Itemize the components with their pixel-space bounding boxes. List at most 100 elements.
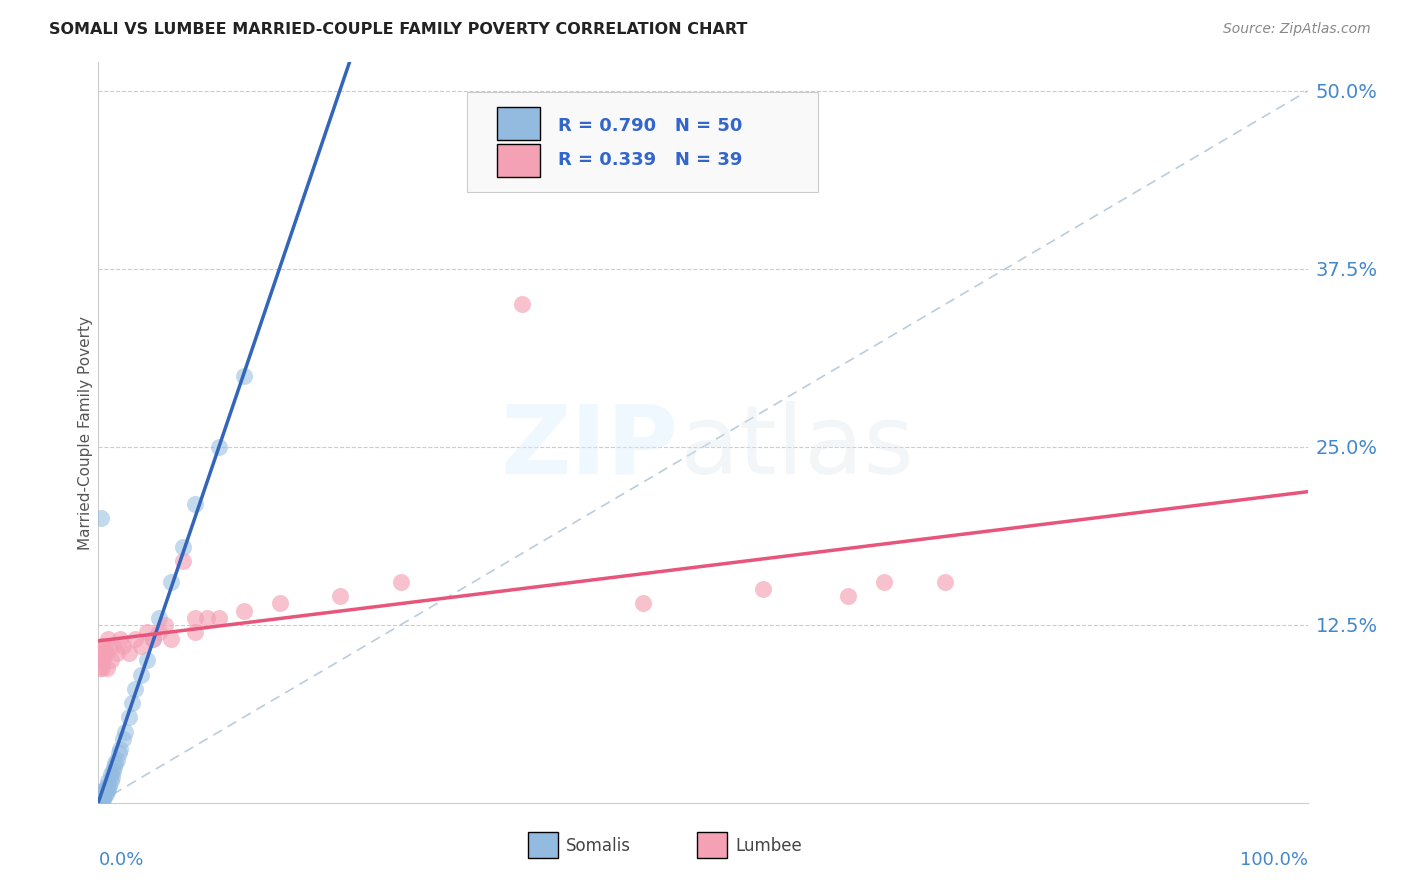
Point [184, 497, 207, 511]
Point [108, 632, 131, 646]
Point [93, 639, 115, 653]
Point [97, 781, 120, 796]
Point [208, 610, 231, 624]
Text: Lumbee: Lumbee [735, 837, 803, 855]
Point [93, 787, 115, 801]
Text: Source: ZipAtlas.com: Source: ZipAtlas.com [1223, 22, 1371, 37]
Point [96, 660, 118, 674]
Point [934, 575, 956, 590]
Point [195, 610, 218, 624]
Point [90, 511, 112, 525]
Point [105, 646, 128, 660]
Point [129, 639, 152, 653]
Point [94, 646, 117, 660]
FancyBboxPatch shape [498, 144, 540, 178]
Text: ZIP: ZIP [501, 401, 679, 494]
Point [184, 610, 207, 624]
Point [160, 575, 183, 590]
Point [93, 790, 115, 805]
Point [90, 639, 112, 653]
Point [135, 624, 157, 639]
Point [96, 779, 118, 793]
Point [89, 660, 111, 674]
Text: 100.0%: 100.0% [1240, 851, 1308, 869]
Point [94, 787, 117, 801]
Point [97, 774, 120, 789]
Point [91, 787, 114, 801]
Point [91, 784, 114, 798]
FancyBboxPatch shape [697, 832, 727, 858]
Point [329, 590, 352, 604]
Point [100, 774, 122, 789]
Point [510, 297, 533, 311]
Point [153, 617, 176, 632]
Point [98, 779, 121, 793]
Point [94, 781, 117, 796]
Point [232, 368, 254, 383]
Point [91, 660, 114, 674]
Point [91, 646, 114, 660]
Text: SOMALI VS LUMBEE MARRIED-COUPLE FAMILY POVERTY CORRELATION CHART: SOMALI VS LUMBEE MARRIED-COUPLE FAMILY P… [49, 22, 748, 37]
Point [837, 590, 859, 604]
Point [118, 710, 141, 724]
Point [232, 604, 254, 618]
Point [160, 632, 183, 646]
Point [91, 793, 114, 807]
Point [89, 793, 111, 807]
Point [91, 653, 114, 667]
Point [97, 632, 120, 646]
Point [100, 653, 122, 667]
Point [142, 632, 165, 646]
Point [91, 789, 114, 803]
Point [121, 696, 143, 710]
Point [89, 646, 111, 660]
Point [172, 554, 194, 568]
Point [90, 793, 112, 807]
Point [111, 639, 134, 653]
FancyBboxPatch shape [467, 92, 818, 192]
Text: R = 0.339   N = 39: R = 0.339 N = 39 [558, 151, 742, 169]
Point [148, 610, 170, 624]
Point [90, 794, 112, 808]
Text: R = 0.790   N = 50: R = 0.790 N = 50 [558, 117, 742, 135]
Point [631, 597, 654, 611]
Text: 0.0%: 0.0% [98, 851, 143, 869]
Point [100, 770, 122, 784]
Point [752, 582, 775, 597]
Point [148, 624, 170, 639]
Point [89, 796, 111, 810]
Point [129, 667, 152, 681]
FancyBboxPatch shape [527, 832, 558, 858]
Point [208, 440, 231, 454]
Point [104, 756, 127, 770]
Point [172, 540, 194, 554]
Point [89, 794, 111, 808]
Point [142, 632, 165, 646]
Text: Somalis: Somalis [567, 837, 631, 855]
Point [389, 575, 412, 590]
Point [135, 653, 157, 667]
Point [111, 731, 134, 746]
Point [90, 796, 112, 810]
Point [103, 760, 125, 774]
Point [118, 646, 141, 660]
Point [100, 767, 122, 781]
Point [269, 597, 291, 611]
Point [114, 724, 136, 739]
Point [101, 639, 124, 653]
Point [89, 796, 111, 810]
Point [124, 681, 146, 696]
Point [91, 791, 114, 805]
Point [108, 746, 131, 760]
Point [91, 790, 114, 805]
Point [124, 632, 146, 646]
Point [105, 753, 128, 767]
Point [90, 791, 112, 805]
Text: atlas: atlas [679, 401, 914, 494]
FancyBboxPatch shape [498, 107, 540, 140]
Point [101, 764, 124, 779]
Point [90, 653, 112, 667]
Point [91, 786, 114, 800]
Point [93, 784, 115, 798]
Point [184, 624, 207, 639]
